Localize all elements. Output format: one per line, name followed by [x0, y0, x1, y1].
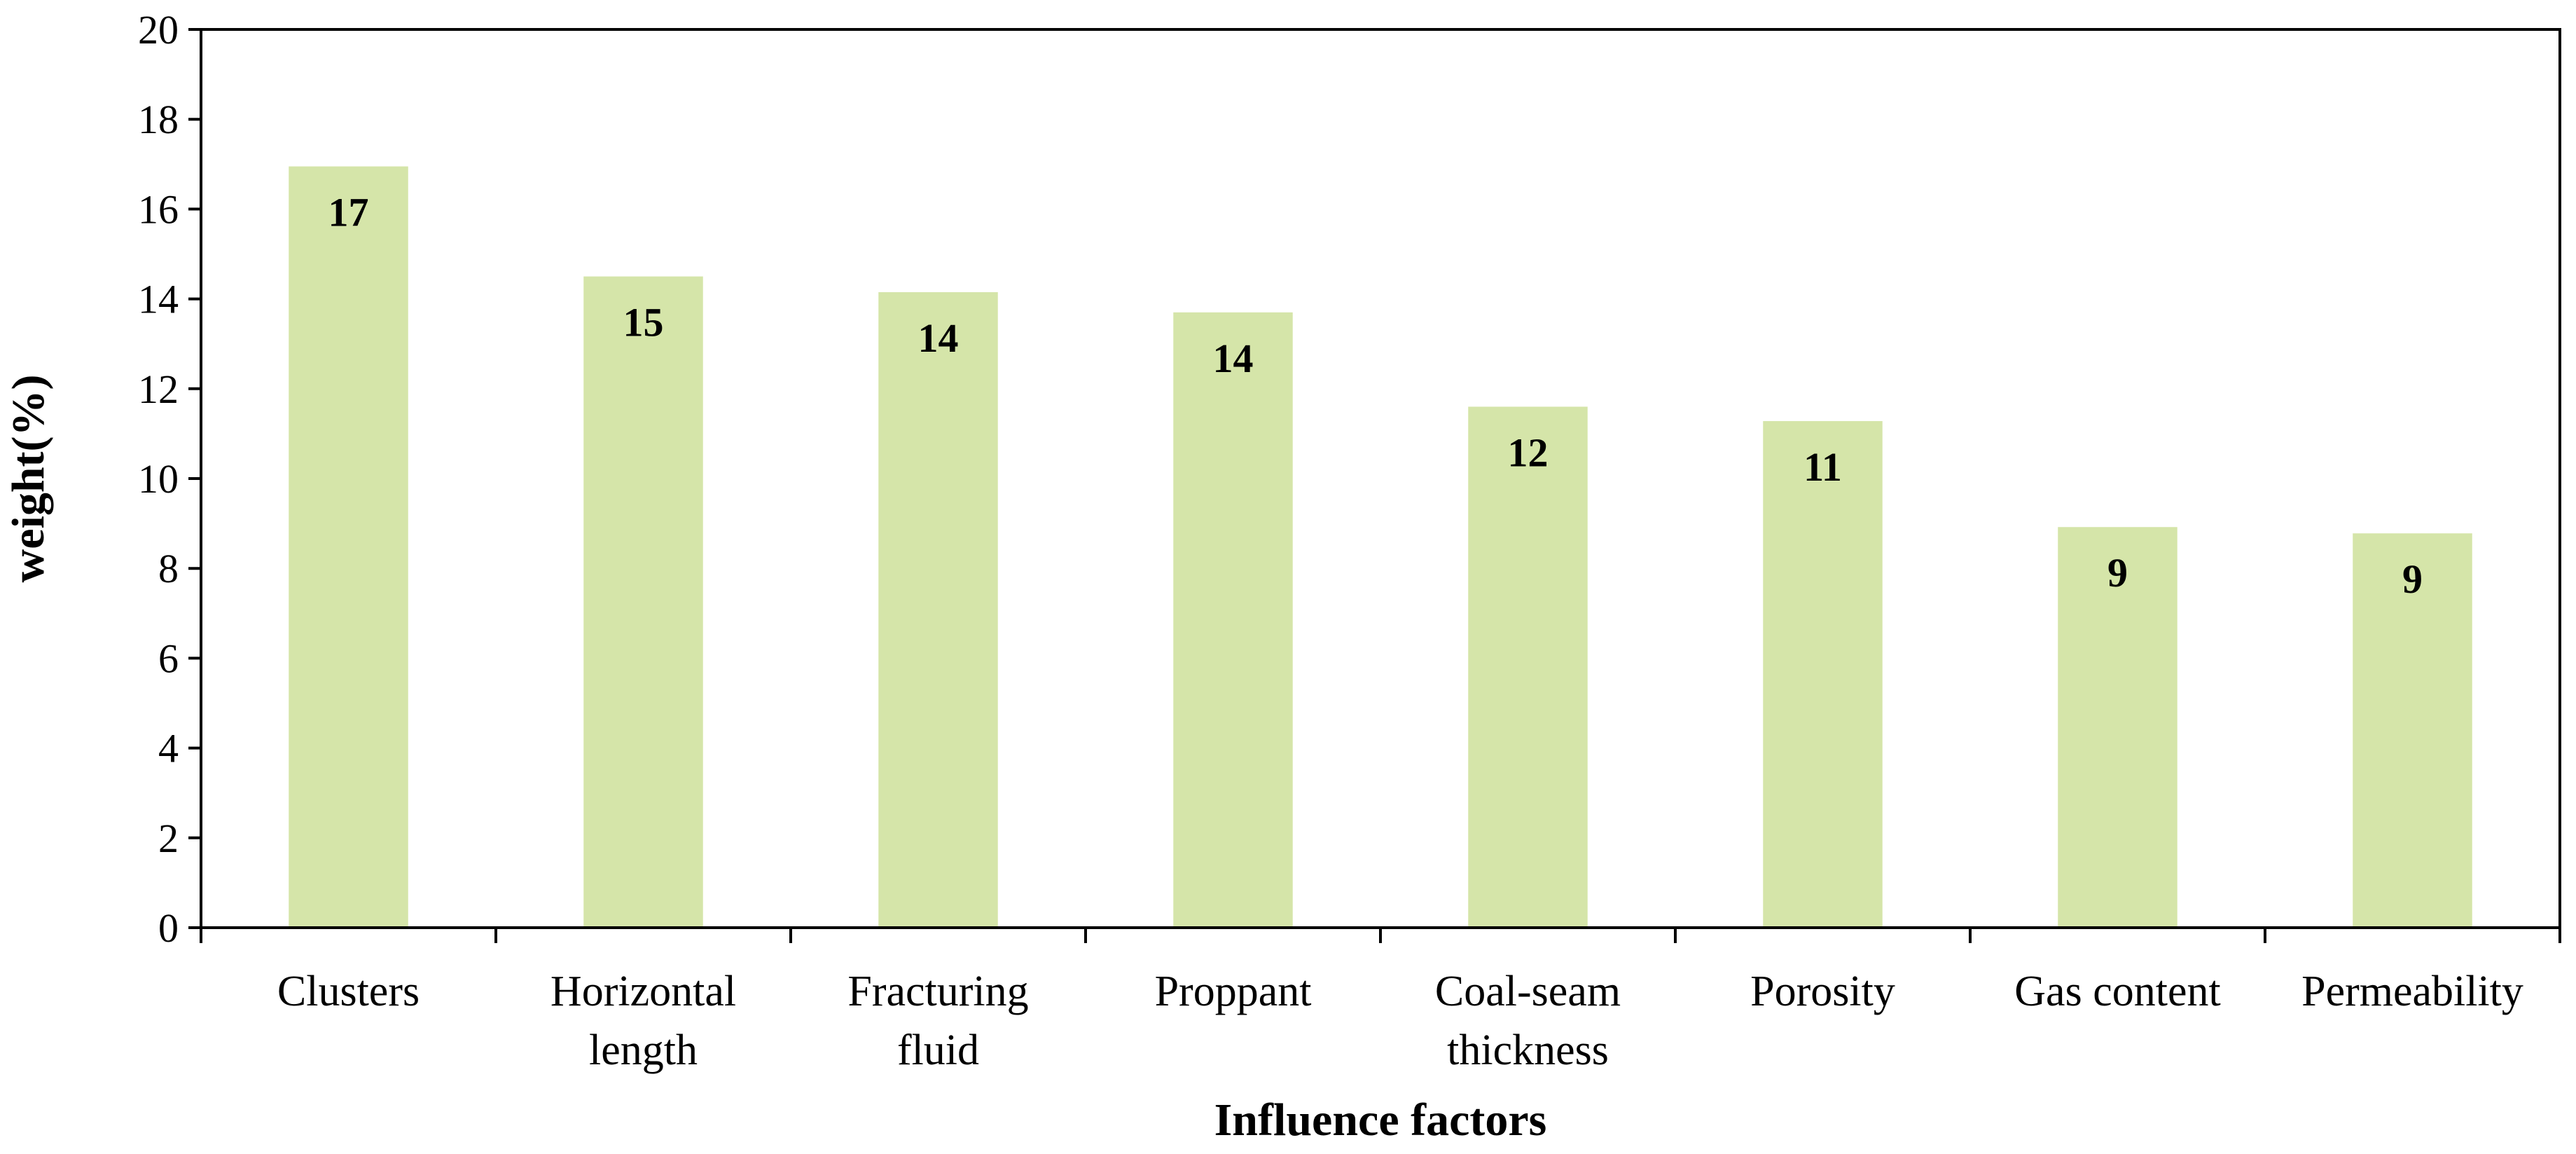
y-tick-label: 2	[158, 816, 179, 861]
y-tick-label: 20	[138, 7, 179, 53]
data-label: 12	[1508, 430, 1549, 475]
bar	[1763, 420, 1883, 928]
x-tick-label: Permeability	[2301, 968, 2523, 1015]
y-axis-title: weight(%)	[3, 375, 54, 583]
bar	[878, 291, 998, 928]
x-tick-label: Gas content	[2014, 968, 2220, 1015]
data-label: 11	[1803, 444, 1842, 490]
bar	[583, 276, 703, 928]
x-tick-label: Porosity	[1750, 968, 1895, 1015]
data-label: 14	[1213, 336, 1254, 381]
y-tick-label: 14	[138, 277, 179, 322]
bar	[2058, 527, 2177, 928]
x-axis-title: Influence factors	[1214, 1094, 1547, 1146]
y-tick-label: 12	[138, 366, 179, 412]
y-tick-label: 16	[138, 186, 179, 232]
data-label: 9	[2402, 556, 2423, 602]
y-tick-label: 4	[158, 726, 179, 771]
data-label: 15	[623, 300, 664, 345]
y-tick-label: 8	[158, 546, 179, 591]
bar	[1468, 406, 1588, 928]
y-tick-label: 0	[158, 905, 179, 951]
bar	[1173, 312, 1293, 928]
bars-layer	[289, 166, 2472, 928]
bar	[2353, 533, 2472, 928]
x-tick-label: Horizontal length	[550, 968, 736, 1074]
y-tick-label: 18	[138, 97, 179, 142]
x-tick-label: Fracturing fluid	[847, 968, 1028, 1074]
labels-layer: 17 15 14 14 12 11 9 9 0 2 4 6 8 10 12 14 16 18 20 Clusters H…	[138, 7, 2523, 1074]
plot-frame	[200, 28, 2561, 929]
y-tick-label: 10	[138, 456, 179, 502]
x-tick-label: Clusters	[277, 968, 420, 1015]
x-tick-label: Coal-seam thickness	[1435, 968, 1621, 1074]
bar	[289, 166, 408, 928]
data-label: 17	[328, 190, 369, 235]
axes-layer	[188, 28, 2561, 943]
y-tick-label: 6	[158, 636, 179, 681]
data-label: 9	[2107, 550, 2128, 596]
data-label: 14	[918, 315, 959, 361]
x-tick-label: Proppant	[1155, 968, 1312, 1015]
